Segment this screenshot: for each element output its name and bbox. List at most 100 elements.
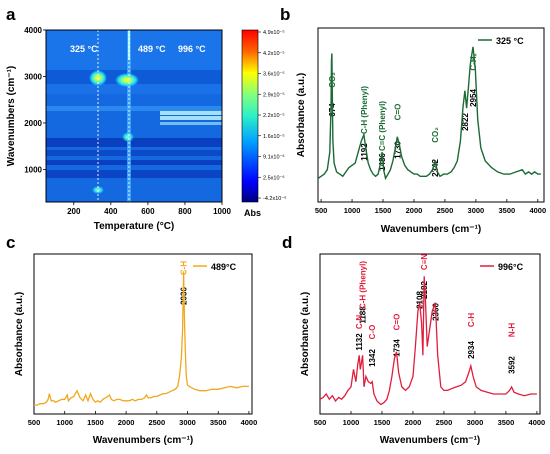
x-tick-label: 2000 (118, 418, 135, 427)
peak-label: 1132 (355, 333, 364, 351)
heatmap-dark-band (46, 160, 222, 165)
x-tick-label: 400 (104, 207, 118, 216)
peak-label: 1192 (360, 143, 369, 161)
spectrum-line-489 (34, 271, 249, 406)
x-tick-label: 3500 (210, 418, 227, 427)
panel-b-ylabel: Absorbance (a.u.) (296, 73, 307, 157)
y-tick-label: 2000 (24, 119, 42, 128)
group-label: C-O (368, 325, 377, 340)
group-label: C≡N (420, 254, 429, 270)
panel-b-xlabel: Wavenumbers (cm⁻¹) (381, 224, 481, 235)
panel-c-frame (33, 253, 253, 415)
panel-d-xlabel: Wavenumbers (cm⁻¹) (380, 435, 480, 446)
panel-a-ylabel: Wavenumbers (cm⁻¹) (6, 66, 17, 166)
panel-d-x-ticks: 500 1000 1500 2000 2500 3000 3500 4000 (314, 411, 546, 427)
y-tick-label: 4000 (24, 26, 42, 35)
x-tick-label: 3500 (499, 206, 516, 215)
peak-label: 1734 (392, 339, 401, 357)
peak-label: 1188 (359, 306, 368, 324)
heatmap-co2-band (160, 116, 222, 120)
panel-d-ylabel: Absorbance (a.u.) (300, 292, 311, 376)
heatmap-dark-band (46, 138, 222, 147)
colorbar-tick-label: 4.2x10⁻⁵ (263, 50, 285, 57)
heatmap-co2-band (160, 122, 222, 125)
group-label: C=O (392, 314, 401, 331)
x-tick-label: 500 (28, 418, 41, 427)
panel-c-x-ticks: 500 1000 1500 2000 2500 3000 3500 4000 (28, 411, 258, 427)
peak-label: 2342 (431, 159, 440, 177)
x-tick-label: 4000 (241, 418, 258, 427)
x-tick-label: 1500 (87, 418, 104, 427)
peak-label: 1342 (368, 349, 377, 367)
group-label: C-H (Phenyl) (359, 261, 368, 309)
heatmap-hotspot (122, 132, 134, 142)
heatmap-489-highlight (128, 30, 130, 60)
x-tick-label: 1500 (375, 206, 392, 215)
peak-label: 2934 (467, 341, 476, 359)
colorbar-tick-label: 1.6x10⁻⁵ (263, 133, 285, 140)
panel-a-heatmap: a 325 °C 489 °C 996 °C 200 400 (6, 5, 287, 232)
colorbar-tick-label: 2.5x10⁻⁶ (263, 174, 285, 181)
group-label: N-H (508, 323, 517, 337)
panel-b-x-ticks: 500 1000 1500 2000 2500 3000 3500 4000 (315, 199, 546, 215)
peak-label: 2108 (416, 291, 425, 309)
peak-label: 2954 (469, 89, 478, 107)
panel-a-y-ticks: 1000 2000 3000 4000 (24, 26, 46, 174)
x-tick-label: 1000 (344, 206, 361, 215)
x-tick-label: 2500 (148, 418, 165, 427)
heatmap-co2-band (160, 111, 222, 115)
heatmap-frame (45, 29, 223, 203)
heatmap-hotspot (115, 73, 139, 87)
group-label: C-N (355, 315, 364, 329)
panel-d-frame (319, 253, 541, 415)
group-label: C=C (Phenyl) (378, 101, 387, 151)
x-tick-label: 4000 (529, 418, 546, 427)
panel-c-ylabel: Absorbance (a.u.) (14, 292, 25, 376)
peak-label: 1730 (393, 141, 402, 159)
colorbar-tick-label: -4.2x10⁻⁶ (263, 195, 287, 202)
temp-label-996: 996 °C (178, 44, 206, 54)
y-tick-label: 3000 (24, 72, 42, 81)
peak-label: 3592 (508, 356, 517, 374)
x-tick-label: 3000 (468, 206, 485, 215)
x-tick-label: 3500 (498, 418, 515, 427)
x-tick-label: 2500 (436, 418, 453, 427)
panel-b-frame (317, 27, 545, 203)
spectrum-line-325 (318, 46, 541, 181)
colorbar-tick-label: 4.9x10⁻⁵ (263, 29, 285, 36)
peak-label: 2822 (461, 113, 470, 131)
x-tick-label: 1000 (343, 418, 360, 427)
x-tick-label: 2000 (406, 206, 423, 215)
heatmap-dark-band (46, 150, 222, 156)
panel-b-letter: b (280, 5, 290, 24)
group-label: CO₂ (431, 127, 440, 143)
x-tick-label: 1000 (213, 207, 231, 216)
legend-text-325: 325 °C (496, 36, 524, 46)
panel-c-xlabel: Wavenumbers (cm⁻¹) (93, 435, 193, 446)
panel-d-letter: d (282, 233, 292, 252)
x-tick-label: 3000 (467, 418, 484, 427)
x-tick-label: 3000 (179, 418, 196, 427)
heatmap-upper-region (46, 30, 222, 70)
x-tick-label: 2000 (405, 418, 422, 427)
x-tick-label: 500 (314, 418, 327, 427)
x-tick-label: 1000 (56, 418, 73, 427)
legend-text-489: 489°C (211, 262, 237, 272)
x-tick-label: 800 (178, 207, 192, 216)
temp-label-489: 489 °C (138, 44, 166, 54)
panel-a-letter: a (6, 5, 16, 24)
colorbar-label: Abs (244, 208, 261, 218)
x-tick-label: 200 (67, 207, 81, 216)
colorbar (241, 29, 259, 203)
colorbar-ticks: 4.9x10⁻⁵ 4.2x10⁻⁵ 3.6x10⁻⁵ 2.9x10⁻⁵ 2.2x10⁻⁵… (258, 29, 287, 202)
panel-d-spectrum: d 113211881342173421082182236029343592C-… (282, 233, 545, 446)
x-tick-label: 2500 (437, 206, 454, 215)
spectrum-line-996 (320, 276, 537, 406)
panel-a-xlabel: Temperature (°C) (94, 221, 175, 232)
panel-a-x-ticks: 200 400 600 800 1000 (67, 202, 231, 216)
x-tick-label: 600 (141, 207, 155, 216)
colorbar-tick-label: 2.2x10⁻⁵ (263, 112, 285, 119)
colorbar-tick-label: 2.9x10⁻⁵ (263, 91, 285, 98)
